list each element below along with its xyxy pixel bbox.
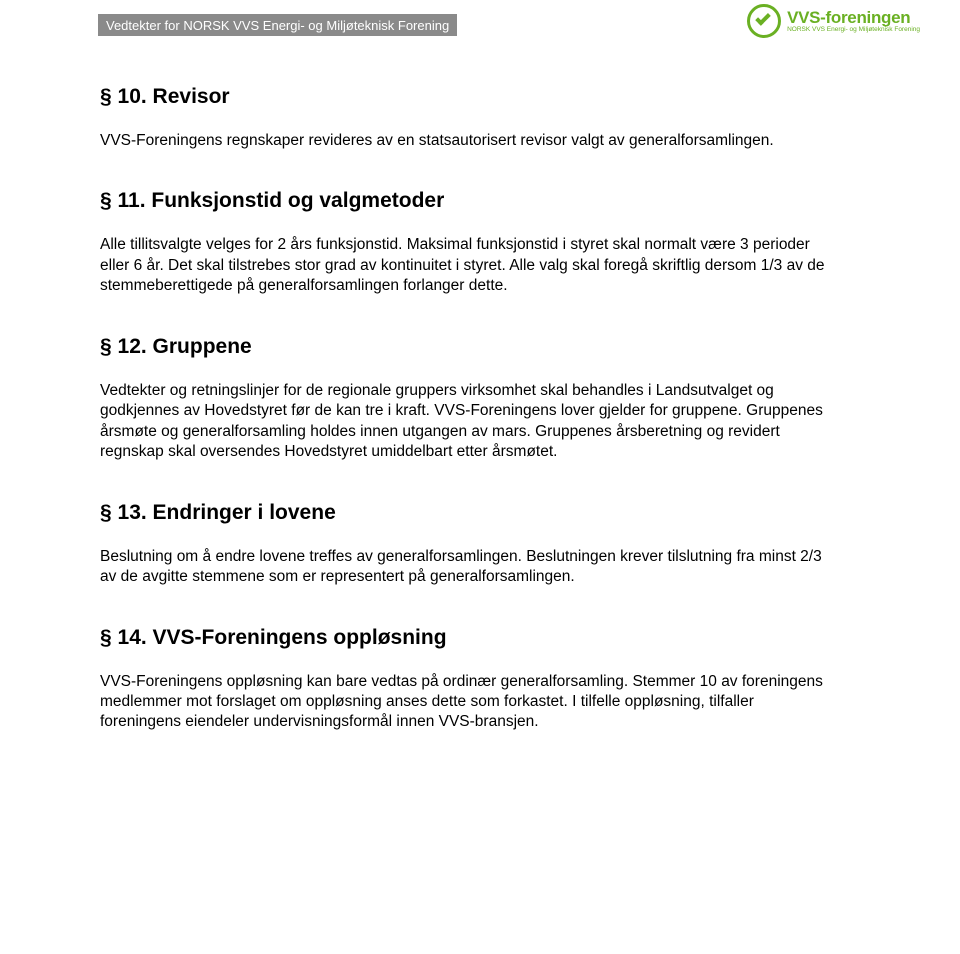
- section-13-heading: § 13. Endringer i lovene: [100, 501, 830, 525]
- section-12-heading: § 12. Gruppene: [100, 335, 830, 359]
- logo-text: VVS-foreningen NORSK VVS Energi- og Milj…: [787, 9, 920, 34]
- section-11-heading: § 11. Funksjonstid og valgmetoder: [100, 189, 830, 213]
- section-11-body: Alle tillitsvalgte velges for 2 års funk…: [100, 235, 830, 296]
- section-10-heading: § 10. Revisor: [100, 85, 830, 109]
- section-12-body: Vedtekter og retningslinjer for de regio…: [100, 381, 830, 463]
- logo: VVS-foreningen NORSK VVS Energi- og Milj…: [747, 4, 920, 38]
- logo-main-text: VVS-foreningen: [787, 9, 920, 26]
- section-10-body: VVS-Foreningens regnskaper revideres av …: [100, 131, 830, 151]
- document-body: § 10. Revisor VVS-Foreningens regnskaper…: [100, 85, 830, 733]
- logo-sub-text: NORSK VVS Energi- og Miljøteknisk Foreni…: [787, 27, 920, 34]
- section-14-heading: § 14. VVS-Foreningens oppløsning: [100, 626, 830, 650]
- section-14-body: VVS-Foreningens oppløsning kan bare vedt…: [100, 672, 830, 733]
- section-13-body: Beslutning om å endre lovene treffes av …: [100, 547, 830, 588]
- header-bar: Vedtekter for NORSK VVS Energi- og Miljø…: [98, 14, 457, 36]
- header-bar-text: Vedtekter for NORSK VVS Energi- og Miljø…: [106, 18, 449, 33]
- logo-checkmark-icon: [747, 4, 781, 38]
